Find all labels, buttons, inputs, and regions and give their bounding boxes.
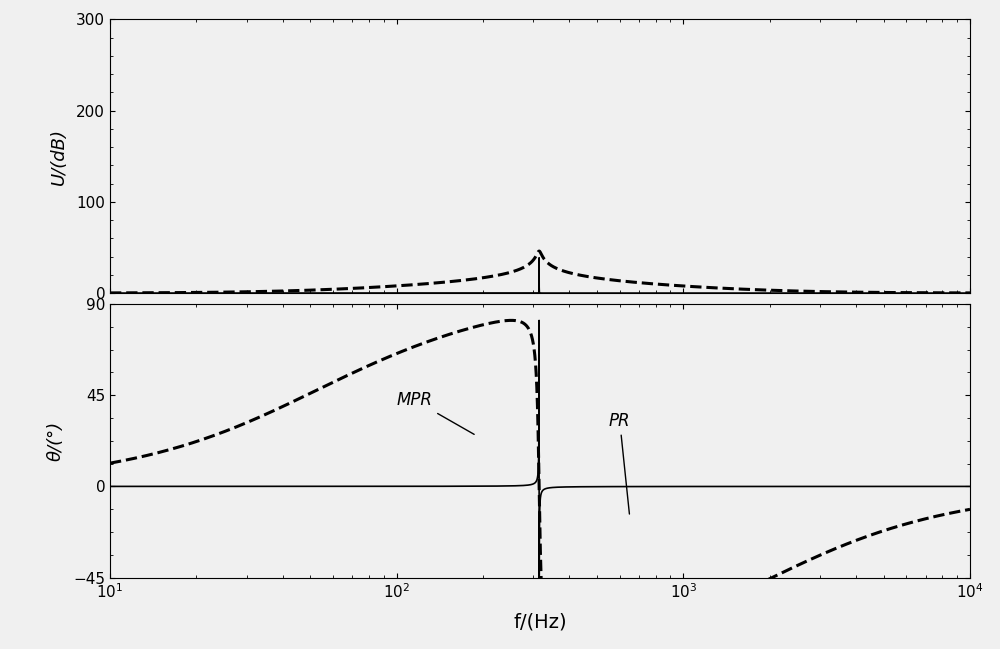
X-axis label: f/(Hz): f/(Hz) <box>513 612 567 631</box>
Text: PR: PR <box>609 411 630 514</box>
Text: MPR: MPR <box>397 391 474 434</box>
Y-axis label: θ/(°): θ/(°) <box>47 421 65 461</box>
Y-axis label: U/(dB): U/(dB) <box>50 128 68 185</box>
